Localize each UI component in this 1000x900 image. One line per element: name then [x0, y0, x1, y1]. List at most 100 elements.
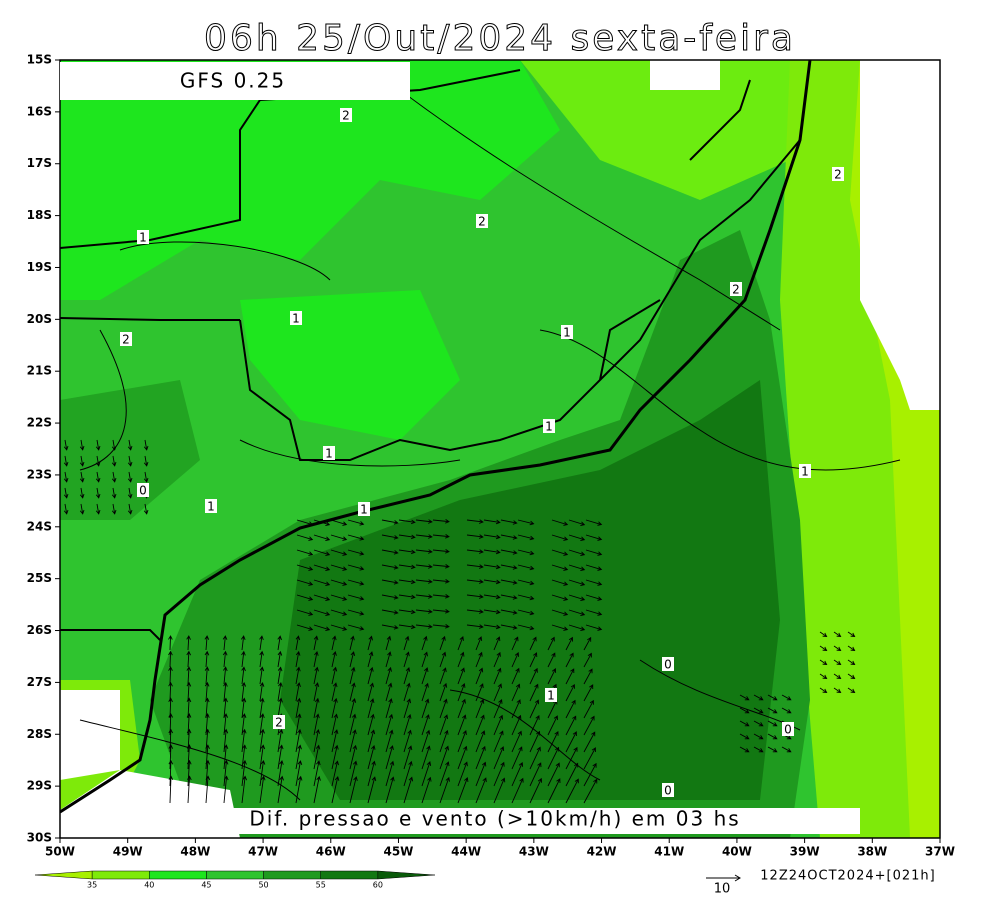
wind-arrow [475, 761, 487, 787]
wind-arrow [500, 549, 518, 555]
contour-label-box [662, 657, 674, 671]
wind-arrow [551, 564, 569, 571]
frame [59, 59, 941, 839]
wind-arrow [95, 455, 101, 467]
wind-arrow [347, 594, 365, 601]
wind-arrow [767, 720, 778, 727]
wind-arrow [500, 519, 518, 525]
wind-arrow [168, 775, 174, 804]
field-45 [60, 60, 560, 300]
y-tick-label: 29S [27, 779, 52, 793]
wind-arrow [529, 652, 538, 668]
wind-arrow [259, 713, 265, 736]
wind-arrow [511, 699, 521, 719]
wind-arrow [385, 713, 394, 736]
wind-arrow [398, 594, 416, 600]
x-tick-label: 47W [248, 845, 278, 859]
wind-arrow [511, 683, 521, 702]
wind-arrow [295, 682, 301, 702]
wind-arrow [475, 698, 485, 719]
wind-arrow [529, 683, 539, 702]
wind-arrow [347, 534, 365, 541]
wind-arrow [493, 746, 505, 770]
wind-arrow [517, 579, 535, 586]
wind-arrow [296, 564, 314, 571]
wind-arrow [381, 519, 399, 525]
model-label: GFS 0.25 [180, 69, 286, 93]
wind-arrow [63, 439, 69, 451]
wind-arrow [767, 746, 778, 753]
wind-arrow [385, 666, 392, 685]
wind-arrow [349, 713, 357, 736]
wind-arrow [565, 699, 576, 719]
wind-arrow [833, 659, 842, 666]
wind-arrow [143, 471, 149, 483]
wind-arrow [739, 707, 750, 714]
wind-arrow [565, 652, 574, 668]
wind-arrow [79, 503, 85, 515]
wind-arrow [493, 777, 506, 804]
wind-arrow [466, 564, 484, 569]
wind-arrow [415, 579, 433, 584]
wind-arrow [421, 776, 432, 804]
wind-arrow [398, 624, 416, 630]
contour-label-box [476, 214, 488, 228]
wind-arrow [583, 778, 598, 804]
contour-label: 1 [292, 312, 300, 326]
wind-arrow [204, 666, 210, 685]
wind-arrow [565, 746, 578, 770]
wind-arrow [331, 635, 337, 651]
wind-arrow [381, 549, 399, 555]
wind-arrow [585, 609, 603, 616]
wind-arrow [330, 519, 348, 526]
contour-labels: 2 2 2 1 2 1 2 1 1 1 0 1 1 1 0 1 2 0 0 [120, 108, 844, 798]
wind-arrow [403, 776, 414, 804]
wind-arrow [330, 549, 348, 556]
wind-arrow [79, 439, 85, 451]
wind-arrow [259, 697, 265, 719]
wind-arrow [568, 594, 586, 601]
wind-arrow [403, 635, 410, 651]
wind-arrow [439, 745, 450, 770]
wind-arrow [483, 609, 501, 615]
wind-arrow [753, 694, 764, 701]
wind-arrow [95, 439, 101, 451]
wind-arrow [168, 744, 174, 770]
wind-arrow [511, 667, 520, 685]
wind-arrow [847, 659, 856, 666]
wind-arrow [111, 487, 117, 499]
wind-arrow [819, 687, 828, 694]
contour-label: 0 [139, 484, 147, 498]
contour-label-box [561, 325, 573, 339]
y-tick-label: 25S [27, 571, 52, 585]
wind-arrow [403, 682, 411, 702]
wind-arrow [432, 578, 450, 584]
wind-arrow [529, 667, 538, 685]
wind-arrow [475, 683, 484, 702]
wind-arrow [483, 534, 501, 540]
wind-arrow [347, 624, 365, 631]
wind-arrow [475, 714, 485, 736]
wind-arrow [529, 699, 540, 719]
wind-arrow [739, 720, 750, 727]
wind-arrow [241, 681, 247, 702]
wind-arrow [568, 579, 586, 586]
wind-arrow [331, 744, 339, 770]
wind-arrow [295, 760, 303, 787]
wind-arrow [475, 636, 483, 651]
wind-arrow [259, 759, 266, 787]
wind-arrow [767, 707, 778, 714]
x-tick-label: 38W [857, 845, 887, 859]
wind-arrow [819, 659, 828, 666]
wind-arrow [63, 503, 69, 515]
wind-arrow [313, 609, 331, 616]
coastline [60, 60, 812, 814]
wind-arrow [79, 487, 85, 499]
wind-arrow [466, 609, 484, 614]
wind-arrow [168, 635, 173, 651]
wind-arrow [568, 534, 586, 541]
y-tick-label: 19S [27, 260, 52, 274]
contour-label-box [323, 446, 335, 460]
wind-arrow [385, 760, 395, 787]
